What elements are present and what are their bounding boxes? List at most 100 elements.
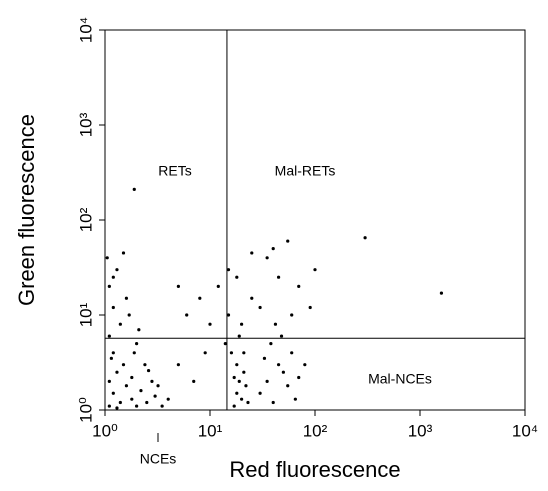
- event-dot: [160, 404, 164, 408]
- x-tick-label: 10⁰: [92, 421, 118, 440]
- event-dot: [132, 351, 136, 355]
- event-dot: [279, 334, 284, 338]
- quadrant-label: NCEs: [140, 451, 177, 467]
- event-dot: [240, 397, 244, 401]
- event-dot: [232, 375, 236, 380]
- event-dot: [293, 397, 297, 401]
- event-dot: [235, 363, 239, 367]
- event-dot: [244, 384, 248, 388]
- event-dot: [242, 370, 246, 374]
- event-dot: [198, 296, 202, 300]
- event-dot: [115, 268, 119, 272]
- y-tick-label: 10²: [76, 207, 95, 232]
- event-dot: [269, 341, 273, 346]
- event-dot: [203, 351, 207, 355]
- event-dot: [363, 236, 367, 240]
- event-dot: [156, 384, 160, 388]
- event-dot: [235, 275, 239, 279]
- event-dot: [226, 268, 231, 272]
- event-dot: [297, 284, 301, 289]
- event-dot: [290, 351, 294, 355]
- event-dot: [281, 370, 285, 374]
- event-dot: [107, 404, 111, 408]
- x-tick-label: 10⁴: [512, 421, 538, 440]
- event-dot: [192, 379, 196, 384]
- event-dot: [143, 363, 147, 367]
- event-dot: [265, 256, 269, 260]
- x-axis-label: Red fluorescence: [229, 457, 400, 482]
- event-dot: [308, 305, 312, 310]
- quadrant-label: Mal-NCEs: [368, 371, 432, 387]
- event-dot: [118, 322, 122, 326]
- event-dot: [258, 391, 262, 395]
- event-dot: [290, 313, 294, 317]
- event-dot: [145, 400, 149, 405]
- event-dot: [115, 370, 119, 374]
- event-dot: [265, 379, 269, 384]
- event-dot: [229, 351, 234, 355]
- y-tick-label: 10⁰: [76, 397, 95, 423]
- event-dot: [208, 322, 212, 326]
- y-tick-label: 10⁴: [76, 17, 95, 43]
- event-dot: [118, 400, 122, 405]
- event-dot: [130, 375, 134, 380]
- event-dot: [146, 368, 151, 373]
- event-dot: [115, 406, 119, 410]
- event-dot: [286, 239, 290, 243]
- event-dot: [286, 384, 290, 388]
- event-dot: [135, 404, 139, 408]
- event-dot: [111, 305, 115, 310]
- event-dot: [237, 334, 241, 338]
- event-dot: [111, 351, 115, 355]
- quadrant-label: RETs: [158, 163, 191, 179]
- event-dot: [232, 404, 236, 408]
- event-dot: [107, 334, 111, 338]
- event-dot: [153, 394, 157, 398]
- event-dot: [271, 400, 275, 405]
- event-dot: [223, 341, 227, 346]
- event-dot: [166, 397, 170, 401]
- event-dot: [313, 268, 317, 272]
- quadrant-label: Mal-RETs: [275, 163, 336, 179]
- event-dot: [246, 400, 250, 405]
- event-dot: [240, 322, 244, 326]
- event-dot: [139, 389, 143, 393]
- event-dot: [237, 379, 241, 384]
- event-dot: [109, 356, 113, 360]
- event-dot: [273, 322, 278, 326]
- event-dot: [130, 397, 134, 401]
- event-dot: [276, 363, 281, 367]
- event-dot: [176, 363, 180, 367]
- event-dot: [226, 313, 231, 317]
- event-dot: [105, 256, 109, 260]
- event-dot: [107, 284, 111, 289]
- event-dot: [439, 291, 444, 295]
- event-dot: [150, 379, 154, 384]
- event-dot: [271, 246, 275, 251]
- event-dot: [137, 328, 141, 332]
- event-dot: [127, 313, 131, 317]
- event-dot: [216, 284, 220, 289]
- event-dot: [121, 251, 126, 255]
- event-dot: [185, 313, 189, 317]
- x-tick-label: 10¹: [198, 421, 223, 440]
- event-dot: [124, 384, 129, 388]
- x-tick-label: 10²: [303, 421, 328, 440]
- event-dot: [132, 187, 136, 191]
- event-dot: [235, 391, 239, 395]
- event-dot: [124, 296, 129, 300]
- event-dot: [111, 391, 115, 395]
- event-dot: [250, 251, 254, 255]
- event-dot: [303, 363, 307, 367]
- event-dot: [111, 275, 115, 279]
- event-dot: [250, 296, 254, 300]
- event-dot: [262, 356, 267, 360]
- x-tick-label: 10³: [408, 421, 433, 440]
- event-dot: [276, 275, 281, 279]
- event-dot: [242, 351, 246, 355]
- event-dot: [121, 363, 126, 367]
- y-tick-label: 10³: [76, 112, 95, 137]
- y-axis-label: Green fluorescence: [14, 114, 39, 306]
- plot-frame: [104, 29, 526, 411]
